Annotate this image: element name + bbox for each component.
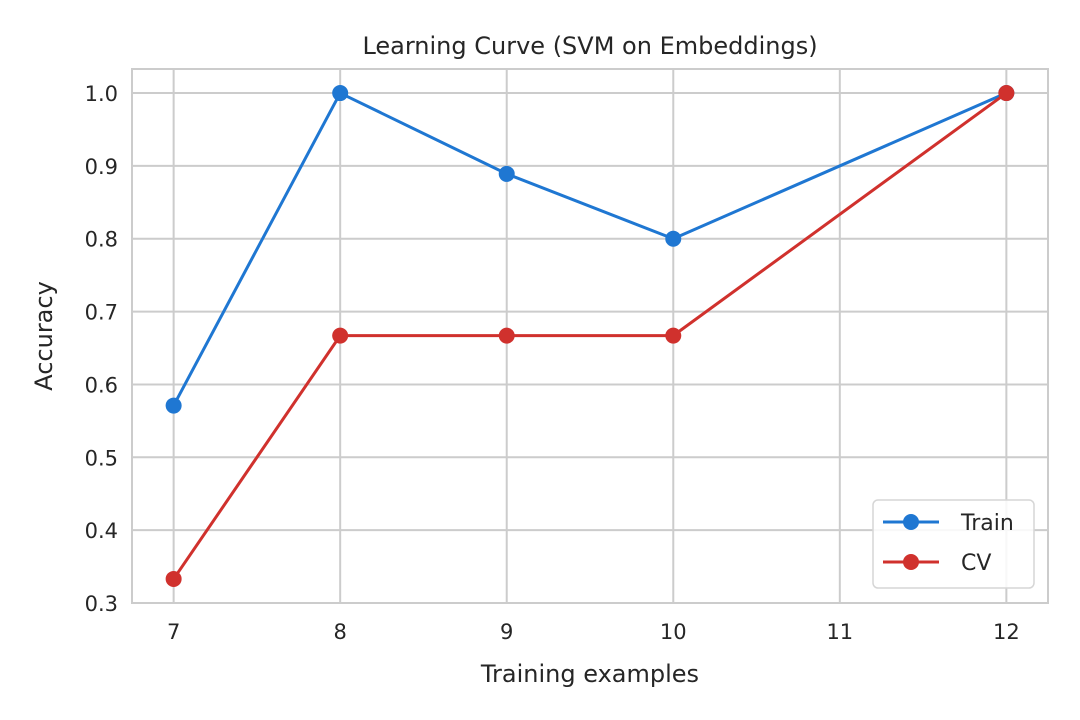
- legend: Train CV: [872, 499, 1035, 589]
- data-point-train: [665, 230, 682, 247]
- legend-swatch-marker: [903, 514, 919, 530]
- series-line-train: [172, 91, 1007, 407]
- chart-title: Learning Curve (SVM on Embeddings): [362, 32, 817, 60]
- series-train: [165, 85, 1015, 414]
- data-point-cv: [332, 327, 349, 344]
- x-tick-label: 10: [660, 620, 687, 644]
- data-point-train: [165, 397, 182, 414]
- x-axis-title: Training examples: [480, 660, 699, 688]
- data-point-cv: [498, 327, 515, 344]
- legend-swatch-marker: [903, 554, 919, 570]
- y-tick-label: 0.6: [85, 373, 118, 397]
- grid: [132, 69, 1048, 604]
- x-tick-label: 9: [500, 620, 513, 644]
- data-point-cv: [165, 570, 182, 587]
- y-tick-label: 0.9: [85, 155, 118, 179]
- x-tick-label: 11: [826, 620, 853, 644]
- data-point-cv: [665, 327, 682, 344]
- x-tick-label: 8: [333, 620, 346, 644]
- y-axis-title: Accuracy: [30, 281, 58, 391]
- y-tick-label: 0.3: [85, 592, 118, 616]
- x-tick-label: 12: [993, 620, 1020, 644]
- y-tick-label: 0.8: [85, 228, 118, 252]
- legend-label: Train: [960, 511, 1014, 536]
- data-point-cv: [998, 85, 1015, 102]
- legend-label: CV: [961, 551, 991, 576]
- series-cv: [165, 85, 1015, 587]
- x-tick-label: 7: [167, 620, 180, 644]
- data-point-train: [498, 165, 515, 182]
- series-group: [165, 85, 1015, 587]
- y-tick-label: 1.0: [85, 82, 118, 106]
- data-point-train: [332, 85, 349, 102]
- y-tick-label: 0.7: [85, 301, 118, 325]
- plot-area-frame: [131, 68, 1049, 604]
- y-tick-label: 0.4: [85, 519, 118, 543]
- axis-ticks: 7 8 9 10 11 12 0.3 0.4 0.5 0.6 0.7 0.8 0.9 1.0: [85, 82, 1020, 644]
- y-tick-label: 0.5: [85, 446, 118, 470]
